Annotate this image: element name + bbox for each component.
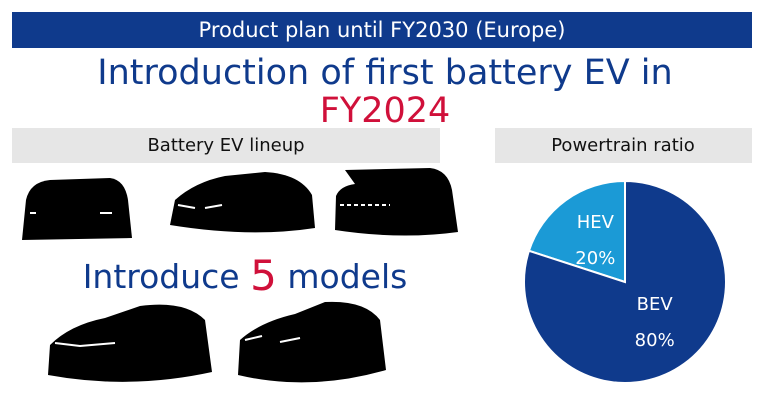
slice-value: 20%	[575, 248, 615, 269]
car	[335, 168, 458, 236]
lineup-prefix: Introduce	[83, 257, 240, 296]
slice-value: 80%	[635, 330, 675, 351]
chart-title: Powertrain ratio	[551, 135, 695, 156]
car	[48, 304, 212, 382]
pie: HEV 20% BEV 80%	[523, 179, 727, 384]
header-bar	[12, 12, 752, 48]
car	[22, 178, 132, 240]
pie-bar	[495, 128, 752, 163]
pie-slice	[527, 179, 626, 284]
headline: Introduction of first battery EV in	[97, 53, 672, 93]
headlight	[177, 204, 223, 209]
lineup-title: Battery EV lineup	[147, 135, 304, 156]
car	[238, 301, 386, 383]
slice-label: BEV	[637, 294, 674, 315]
lineup-suffix: models	[287, 257, 407, 296]
headlights	[30, 204, 390, 348]
headlight	[244, 335, 301, 343]
car	[170, 172, 315, 233]
lineup-bar	[12, 128, 440, 163]
lineup-statement: Introduce 5 models	[83, 251, 408, 300]
header-title: Product plan until FY2030 (Europe)	[199, 18, 566, 42]
slice-label: HEV	[577, 212, 615, 233]
headline-highlight: FY2024	[320, 91, 451, 131]
car-silhouettes	[22, 168, 458, 383]
pie-slice	[523, 179, 727, 384]
lineup-count: 5	[250, 251, 277, 300]
headlight	[54, 342, 116, 348]
